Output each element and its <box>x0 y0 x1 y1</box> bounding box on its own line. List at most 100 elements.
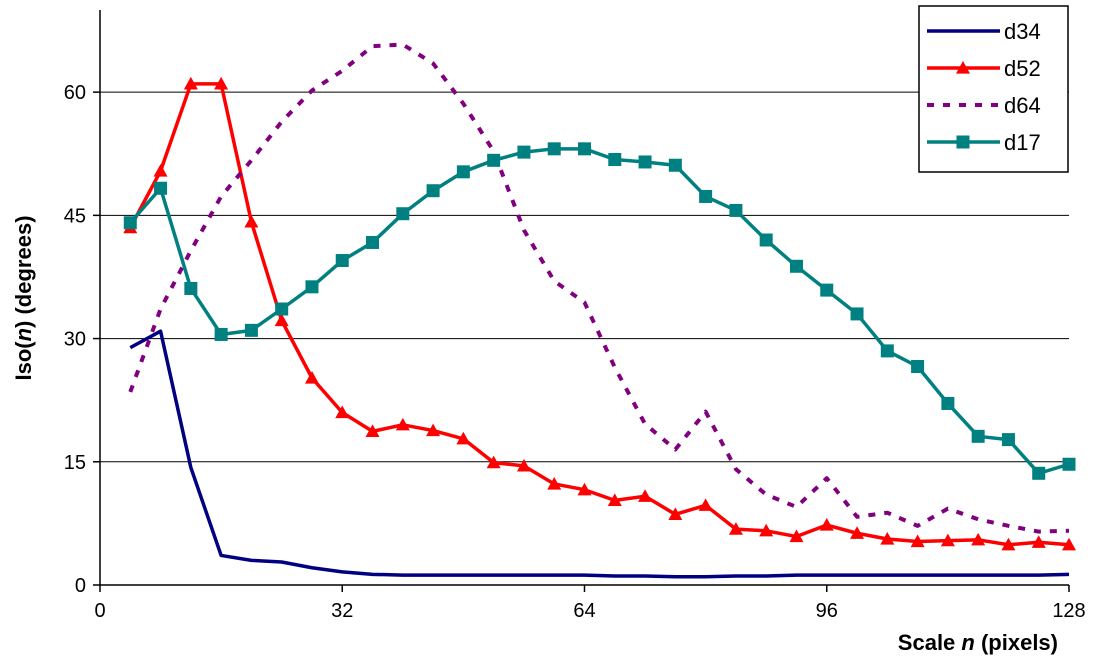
point-d17 <box>729 203 743 217</box>
x-axis-label-var: n <box>961 630 974 655</box>
point-d17 <box>487 153 501 167</box>
point-d52 <box>456 431 471 445</box>
legend-marker <box>956 135 970 149</box>
point-d52 <box>304 371 319 384</box>
point-d17 <box>759 233 773 247</box>
y-tick-label: 15 <box>64 452 86 474</box>
point-d17 <box>517 145 531 159</box>
point-d17 <box>1001 433 1015 447</box>
point-d17 <box>214 327 228 341</box>
y-tick-label: 30 <box>64 329 86 351</box>
x-axis-ticks: 0 32 64 96 128 <box>94 585 1086 622</box>
point-d17 <box>184 281 198 295</box>
line-d17 <box>128 147 1070 476</box>
point-d52 <box>577 482 592 496</box>
y-axis-label: Iso(n) (degrees) <box>11 215 36 380</box>
legend-item-d34: d34 <box>927 19 1041 44</box>
point-d52 <box>547 476 562 490</box>
point-d52 <box>274 313 289 327</box>
legend-label: d34 <box>1004 19 1041 44</box>
point-d52 <box>728 522 743 535</box>
series-layer <box>123 42 1076 579</box>
series-d52 <box>123 76 1076 551</box>
x-axis-label: Scale n (pixels) <box>898 630 1058 655</box>
point-d52 <box>789 529 804 543</box>
line-d34 <box>129 329 1070 579</box>
point-d52 <box>516 458 531 472</box>
gridlines <box>100 91 1069 463</box>
line-d64 <box>128 42 1070 534</box>
point-d17 <box>578 142 591 156</box>
series-d34 <box>129 329 1070 579</box>
point-d52 <box>1031 535 1046 548</box>
point-d17 <box>154 181 168 195</box>
legend: d34 d52 d64 d17 <box>918 5 1069 173</box>
point-d17 <box>789 259 803 273</box>
x-axis-label-suffix: (pixels) <box>975 630 1058 655</box>
point-d52 <box>426 423 441 437</box>
point-d17 <box>880 344 894 358</box>
point-d52 <box>214 76 229 90</box>
y-axis-ticks: 0 15 30 45 60 <box>64 82 100 597</box>
series-d64 <box>128 42 1070 534</box>
y-tick-label: 60 <box>64 82 86 104</box>
point-d17 <box>971 429 985 443</box>
point-d52 <box>183 76 198 90</box>
y-axis-label-var: n <box>11 328 36 341</box>
point-d17 <box>335 254 349 268</box>
point-d52 <box>940 533 955 547</box>
x-tick-label: 32 <box>331 600 353 622</box>
legend-marker <box>956 61 970 74</box>
point-d17 <box>366 235 380 249</box>
legend-item-d17: d17 <box>927 130 1041 155</box>
line-d52 <box>128 82 1070 547</box>
legend-label: d64 <box>1004 93 1041 118</box>
point-d52 <box>1001 537 1016 551</box>
point-d52 <box>759 523 774 537</box>
legend-label: d17 <box>1004 130 1041 155</box>
point-d17 <box>547 142 561 156</box>
point-d17 <box>911 360 925 373</box>
point-d17 <box>850 307 864 321</box>
point-d17 <box>396 207 410 221</box>
point-d52 <box>395 417 410 431</box>
point-d17 <box>456 165 470 179</box>
point-d52 <box>1062 537 1076 551</box>
point-d52 <box>153 164 168 177</box>
point-d17 <box>275 302 289 316</box>
point-d52 <box>668 507 683 520</box>
legend-item-d52: d52 <box>927 56 1041 81</box>
x-tick-label: 96 <box>816 600 838 622</box>
point-d17 <box>1062 457 1076 471</box>
point-d17 <box>123 216 137 230</box>
point-d17 <box>244 323 258 337</box>
point-d52 <box>335 405 350 419</box>
point-d52 <box>850 526 865 539</box>
y-tick-label: 45 <box>64 205 86 227</box>
point-d17 <box>305 280 319 294</box>
point-d52 <box>819 518 834 531</box>
point-d17 <box>1032 466 1046 480</box>
series-d17 <box>123 142 1076 480</box>
y-axis-label-suffix: ) (degrees) <box>11 215 36 327</box>
x-tick-label: 128 <box>1052 600 1085 622</box>
point-d17 <box>608 153 622 166</box>
point-d52 <box>607 493 622 506</box>
y-tick-label: 0 <box>75 575 86 597</box>
point-d52 <box>880 532 895 545</box>
point-d17 <box>638 155 652 169</box>
point-d52 <box>698 498 713 511</box>
point-d52 <box>971 532 986 546</box>
point-d17 <box>820 283 834 297</box>
point-d17 <box>426 184 440 198</box>
point-d52 <box>486 455 501 469</box>
point-d17 <box>668 158 682 172</box>
point-d52 <box>365 424 380 437</box>
x-tick-label: 0 <box>94 600 105 622</box>
point-d17 <box>699 189 713 203</box>
point-d52 <box>910 534 925 548</box>
x-axis-label-prefix: Scale <box>898 630 962 655</box>
point-d17 <box>941 396 955 410</box>
point-d52 <box>638 489 653 502</box>
